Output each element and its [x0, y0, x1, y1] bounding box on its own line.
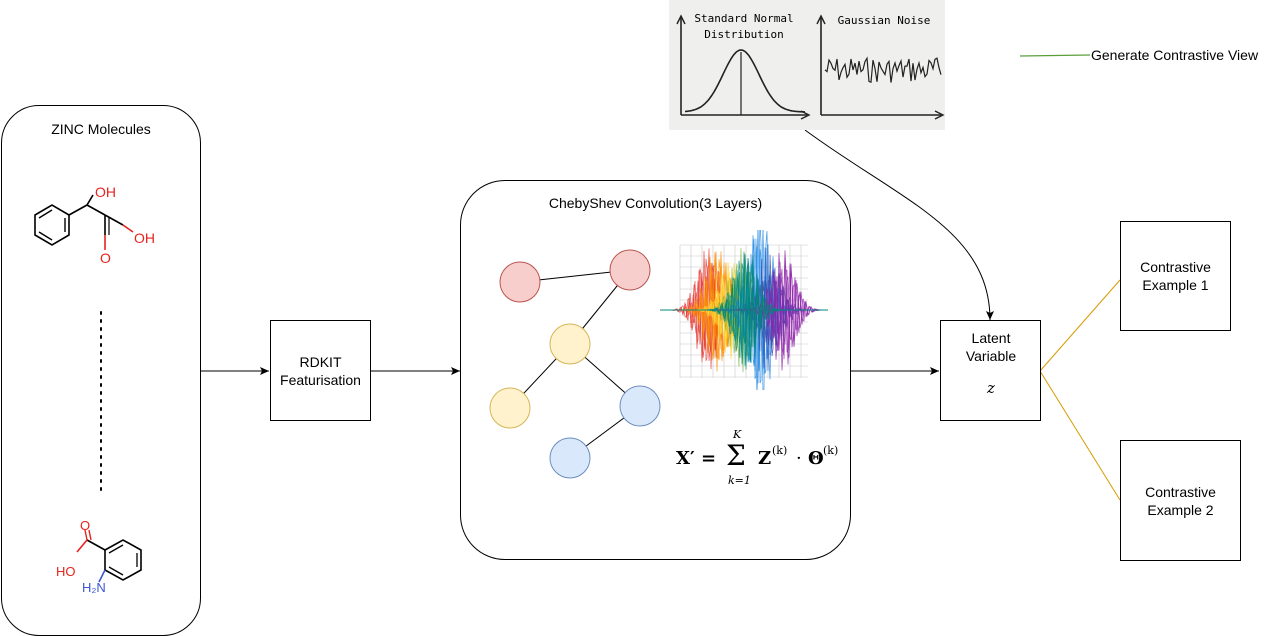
- noise-right-title: Gaussian Noise: [837, 14, 931, 27]
- mol1-oh-top: OH: [95, 184, 116, 200]
- molecule-mandelic-acid: [34, 194, 134, 250]
- formula-sup-2: (k): [823, 444, 839, 457]
- formula-sup-1: (k): [772, 444, 788, 457]
- node-yellow-1: [549, 323, 591, 365]
- line-latent-to-example-2: [1039, 370, 1121, 501]
- graph-illustration: [489, 249, 661, 479]
- noise-left-title-1: Standard Normal: [694, 12, 794, 25]
- mol1-oh-right: OH: [134, 230, 155, 246]
- mol2-ho-left: HO: [56, 564, 76, 579]
- formula-dot: ·: [796, 448, 802, 469]
- contrastive-1-line-2: Example 1: [1142, 277, 1209, 293]
- legend-label: Generate Contrastive View: [1091, 47, 1259, 63]
- formula-sum-bottom: k=1: [728, 474, 751, 487]
- chebyshev-formula: X′ = K Σ k=1 Z (k) · Θ (k): [676, 428, 856, 492]
- node-red-1: [499, 261, 541, 303]
- latent-line-1: Latent: [971, 330, 1011, 346]
- rdkit-featurisation-box: RDKIT Featurisation: [270, 320, 371, 421]
- formula-term-z: Z: [758, 448, 772, 469]
- formula-lhs: X′ =: [676, 448, 717, 469]
- mol2-o-top: O: [80, 518, 91, 533]
- mol1-o-bottom: O: [100, 250, 111, 266]
- legend-line: [1019, 54, 1091, 57]
- molecule-ellipsis: [100, 311, 102, 494]
- chebyshev-container: [460, 180, 851, 560]
- rdkit-line-2: Featurisation: [280, 371, 361, 388]
- formula-term-theta: Θ: [808, 448, 824, 469]
- zinc-title: ZINC Molecules: [51, 121, 151, 137]
- latent-symbol: z: [987, 379, 995, 397]
- spectral-wave-graphic: [660, 230, 828, 390]
- noise-sketch: [676, 14, 945, 120]
- formula-sigma: Σ: [726, 439, 746, 472]
- latent-line-2: Variable: [965, 348, 1017, 364]
- node-blue-2: [549, 437, 591, 479]
- formula-sum-top: K: [733, 428, 742, 441]
- node-blue-1: [619, 385, 661, 427]
- contrastive-1-line-1: Contrastive: [1140, 259, 1211, 275]
- contrastive-2-line-2: Example 2: [1147, 501, 1214, 518]
- latent-variable-box: Latent Variable z: [940, 320, 1041, 421]
- contrastive-example-1-box: Contrastive Example 1: [1120, 221, 1231, 331]
- chebyshev-title: ChebyShev Convolution(3 Layers): [548, 195, 763, 211]
- node-red-2: [609, 249, 651, 291]
- molecule-anthranilic-acid: [76, 529, 142, 583]
- contrastive-2-line-1: Contrastive: [1145, 483, 1216, 500]
- node-yellow-2: [489, 387, 531, 429]
- mol2-h2n: H₂N: [82, 580, 106, 595]
- noise-illustration-panel: Standard Normal Distribution Gaussian No…: [669, 0, 945, 130]
- line-latent-to-example-1: [1039, 279, 1121, 372]
- noise-left-title-2: Distribution: [704, 28, 784, 41]
- arrow-noise-to-latent: [804, 129, 994, 321]
- rdkit-line-1: RDKIT: [299, 353, 342, 370]
- contrastive-example-2-box: Contrastive Example 2: [1120, 440, 1241, 561]
